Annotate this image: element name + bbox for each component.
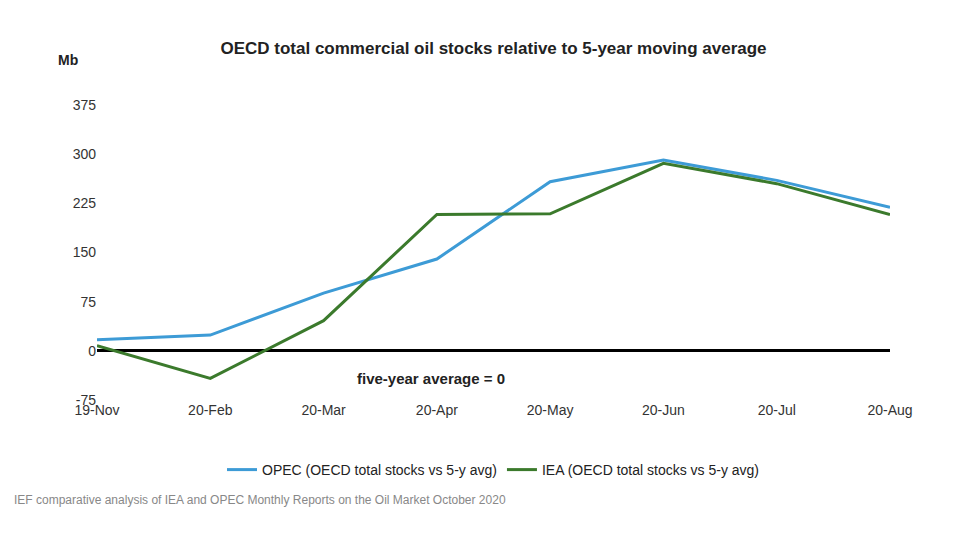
svg-text:20-Aug: 20-Aug [867,402,912,418]
svg-text:19-Nov: 19-Nov [74,402,119,418]
svg-text:OECD total commercial oil stoc: OECD total commercial oil stocks relativ… [220,39,766,58]
svg-text:20-Jul: 20-Jul [758,402,796,418]
svg-text:20-Feb: 20-Feb [188,402,233,418]
svg-text:OPEC (OECD total stocks vs 5-y: OPEC (OECD total stocks vs 5-y avg) [262,462,497,478]
svg-text:20-Jun: 20-Jun [642,402,685,418]
svg-text:75: 75 [80,294,96,310]
svg-text:Mb: Mb [58,52,78,68]
svg-text:20-Apr: 20-Apr [416,402,458,418]
svg-text:20-Mar: 20-Mar [301,402,346,418]
svg-text:300: 300 [73,146,97,162]
svg-text:150: 150 [73,244,97,260]
svg-text:-75: -75 [76,392,96,408]
svg-text:225: 225 [73,195,97,211]
svg-text:0: 0 [88,343,96,359]
svg-text:375: 375 [73,97,97,113]
svg-text:IEF comparative analysis of IE: IEF comparative analysis of IEA and OPEC… [14,493,506,507]
svg-text:20-May: 20-May [527,402,574,418]
svg-text:IEA (OECD total stocks vs 5-y: IEA (OECD total stocks vs 5-y avg) [542,462,759,478]
svg-text:five-year average = 0: five-year average = 0 [357,370,505,387]
